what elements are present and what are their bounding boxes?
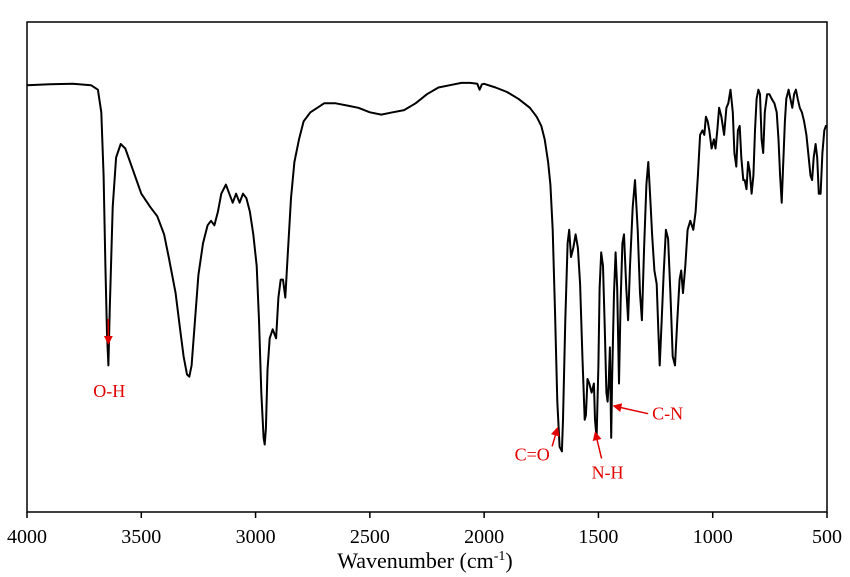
annotation-label: O-H bbox=[93, 381, 125, 401]
x-tick-label: 2000 bbox=[464, 526, 504, 548]
x-axis-ticks: 4000 3500 3000 2500 2000 1500 1000 500 bbox=[7, 512, 842, 548]
x-tick-label: 2500 bbox=[350, 526, 390, 548]
x-tick-label: 1000 bbox=[693, 526, 733, 548]
x-axis-title-close: ) bbox=[505, 548, 512, 573]
x-axis-title: Wavenumber (cm-1) bbox=[337, 548, 512, 573]
annotation-label: N-H bbox=[592, 462, 624, 482]
x-axis-title-superscript: -1 bbox=[494, 549, 506, 564]
x-axis-title-main: Wavenumber (cm bbox=[337, 548, 493, 573]
annotation-arrow bbox=[551, 426, 560, 447]
annotation-label: C=O bbox=[515, 444, 550, 464]
annotation-arrow bbox=[592, 431, 603, 459]
x-tick-label: 3000 bbox=[236, 526, 276, 548]
spectrum-line bbox=[26, 81, 827, 453]
x-tick-label: 500 bbox=[812, 526, 842, 548]
plot-frame bbox=[26, 21, 828, 513]
annotation-arrow bbox=[612, 403, 649, 415]
x-tick-label: 3500 bbox=[121, 526, 161, 548]
peak-annotations: O-H C=O N-H C-N bbox=[93, 318, 683, 482]
x-tick-label: 1500 bbox=[578, 526, 618, 548]
annotation-label: C-N bbox=[652, 404, 683, 424]
x-tick-label: 4000 bbox=[7, 526, 47, 548]
